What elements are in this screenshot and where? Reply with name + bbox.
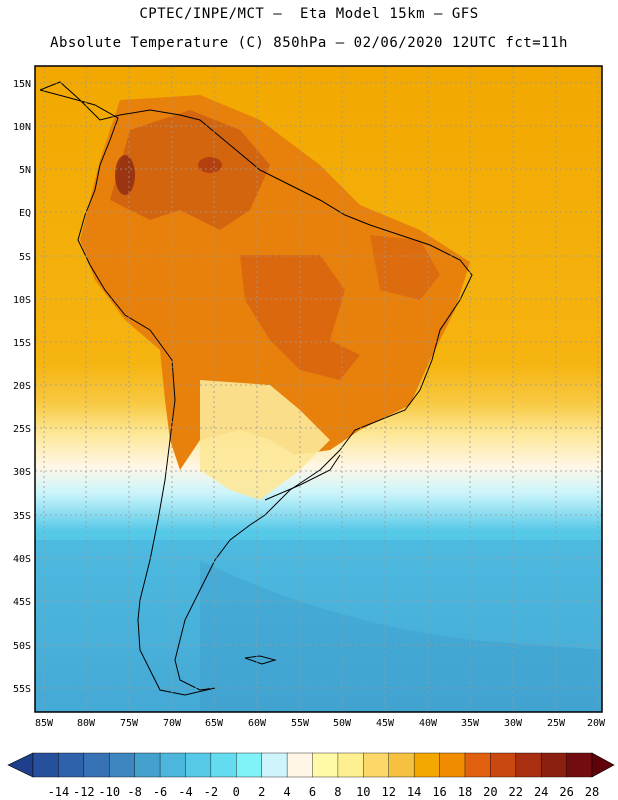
colorbar-swatch bbox=[413, 752, 441, 778]
colorbar-label: 10 bbox=[356, 785, 370, 799]
colorbar-swatch bbox=[210, 752, 237, 778]
lon-label: 80W bbox=[77, 718, 96, 729]
lat-label: 10S bbox=[13, 295, 31, 306]
lon-label: 60W bbox=[248, 718, 267, 729]
hot-region-north bbox=[110, 110, 270, 230]
colorbar-label: 14 bbox=[407, 785, 421, 799]
colorbar-label: 6 bbox=[309, 785, 316, 799]
colorbar-swatch bbox=[185, 752, 212, 778]
colorbar-swatch bbox=[490, 752, 517, 778]
colorbar-arrow-high bbox=[591, 752, 615, 778]
colorbar-label: 2 bbox=[258, 785, 265, 799]
colorbar bbox=[7, 752, 615, 778]
south-america-outline bbox=[39, 81, 473, 696]
lat-labels: 15N 10N 5N EQ 5S 10S 15S 20S 25S 30S 35S… bbox=[13, 79, 31, 695]
colorbar-label: 16 bbox=[432, 785, 446, 799]
lat-label: 35S bbox=[13, 511, 31, 522]
colorbar-swatch bbox=[134, 752, 161, 778]
lat-label: 40S bbox=[13, 554, 31, 565]
lon-label: 70W bbox=[163, 718, 182, 729]
colorbar-labels: -14 -12 -10 -8 -6 -4 -2 0 2 4 6 8 10 12 14 16 18 20 22 24 26… bbox=[48, 785, 600, 799]
lon-label: 45W bbox=[376, 718, 395, 729]
colorbar-swatch bbox=[540, 752, 568, 778]
colorbar-swatch bbox=[363, 752, 390, 778]
lat-label: 25S bbox=[13, 424, 31, 435]
lat-label: EQ bbox=[19, 208, 31, 219]
hot-region-northeast bbox=[370, 235, 440, 300]
colorbar-swatch bbox=[109, 752, 136, 778]
lon-label: 20W bbox=[587, 718, 606, 729]
lat-label: 45S bbox=[13, 597, 31, 608]
colorbar-swatch bbox=[312, 752, 339, 778]
lon-label: 25W bbox=[547, 718, 566, 729]
colorbar-swatch bbox=[58, 752, 85, 778]
colorbar-label: 20 bbox=[483, 785, 497, 799]
colorbar-swatch bbox=[515, 752, 542, 778]
falklands-outline bbox=[244, 655, 277, 665]
colorbar-label: -10 bbox=[98, 785, 120, 799]
colorbar-swatch bbox=[337, 752, 364, 778]
lat-label: 15N bbox=[13, 79, 31, 90]
lon-label: 40W bbox=[419, 718, 438, 729]
colorbar-label: 22 bbox=[509, 785, 523, 799]
plot-frame bbox=[34, 65, 603, 713]
lon-label: 75W bbox=[120, 718, 139, 729]
colorbar-swatch bbox=[261, 752, 288, 778]
lat-label: 30S bbox=[13, 467, 31, 478]
colder-ocean-band bbox=[200, 560, 602, 712]
colorbar-label: 24 bbox=[534, 785, 548, 799]
colorbar-label: -12 bbox=[73, 785, 95, 799]
colorbar-label: 26 bbox=[559, 785, 573, 799]
header-line2: Absolute Temperature (C) 850hPa – 02/06/… bbox=[50, 35, 568, 51]
colorbar-label: 0 bbox=[233, 785, 240, 799]
venezuela-hot-spot bbox=[198, 157, 222, 173]
colorbar-swatch bbox=[32, 752, 59, 778]
colorbar-label: 8 bbox=[334, 785, 341, 799]
lat-label: 20S bbox=[13, 381, 31, 392]
lat-label: 15S bbox=[13, 338, 31, 349]
lon-label: 50W bbox=[333, 718, 352, 729]
colorbar-label: -2 bbox=[204, 785, 218, 799]
colorbar-label: 28 bbox=[585, 785, 599, 799]
colorbar-swatch bbox=[439, 752, 466, 778]
colorbar-swatch bbox=[83, 752, 110, 778]
colorbar-swatch bbox=[159, 752, 186, 778]
lon-label: 85W bbox=[35, 718, 54, 729]
colorbar-swatch bbox=[388, 752, 415, 778]
lat-label: 55S bbox=[13, 684, 31, 695]
andes-hot-spot bbox=[115, 155, 135, 195]
lat-label: 5N bbox=[19, 165, 31, 176]
lon-label: 65W bbox=[205, 718, 224, 729]
colorbar-swatch bbox=[286, 752, 313, 778]
colorbar-label: 12 bbox=[382, 785, 396, 799]
header-line1: CPTEC/INPE/MCT – Eta Model 15km – GFS bbox=[139, 6, 479, 22]
colorbar-swatch bbox=[464, 752, 491, 778]
colorbar-swatch bbox=[566, 752, 593, 778]
lat-label: 10N bbox=[13, 122, 31, 133]
field-layer bbox=[35, 66, 602, 712]
colorbar-arrow-low bbox=[7, 752, 34, 778]
rio-de-la-plata bbox=[264, 454, 341, 501]
colorbar-label: 18 bbox=[458, 785, 472, 799]
lon-label: 55W bbox=[291, 718, 310, 729]
colorbar-swatch bbox=[236, 752, 263, 778]
lon-labels: 85W 80W 75W 70W 65W 60W 55W 50W 45W 40W … bbox=[35, 718, 606, 729]
cool-land-region bbox=[200, 380, 330, 500]
colorbar-label: -14 bbox=[48, 785, 70, 799]
lon-label: 30W bbox=[504, 718, 523, 729]
colorbar-label: 4 bbox=[283, 785, 290, 799]
lat-label: 50S bbox=[13, 641, 31, 652]
colorbar-label: -8 bbox=[127, 785, 141, 799]
colorbar-label: -4 bbox=[178, 785, 192, 799]
lon-label: 35W bbox=[461, 718, 480, 729]
lat-label: 5S bbox=[19, 252, 31, 263]
colorbar-label: -6 bbox=[153, 785, 167, 799]
coastlines bbox=[39, 81, 473, 696]
